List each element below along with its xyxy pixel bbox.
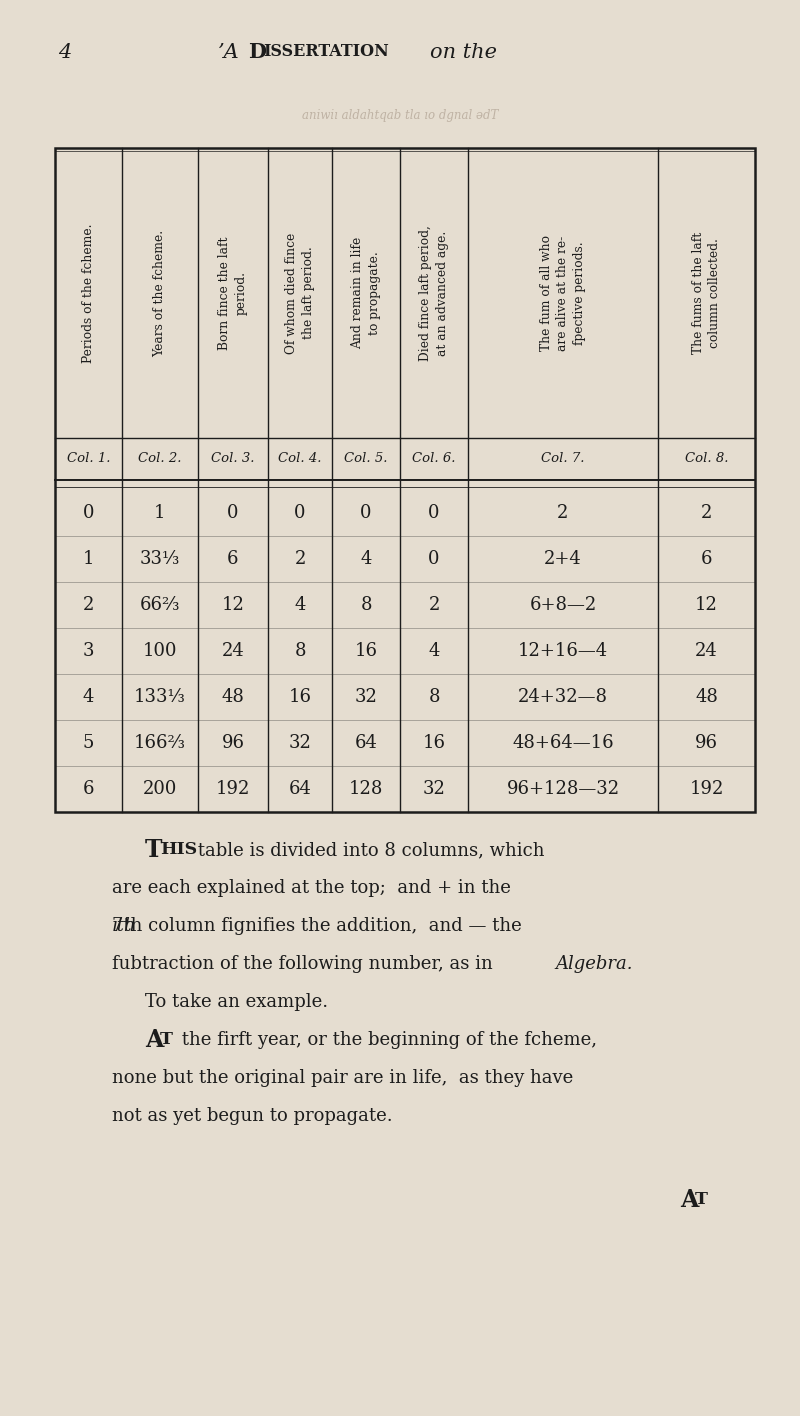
Text: 12+16—4: 12+16—4	[518, 641, 608, 660]
Text: 7th column fignifies the addition,  and — the: 7th column fignifies the addition, and —…	[112, 918, 522, 935]
Bar	[55, 149, 755, 811]
Text: 2: 2	[83, 596, 94, 615]
Text: Algebra.: Algebra.	[555, 954, 633, 973]
Text: 6+8—2: 6+8—2	[530, 596, 597, 615]
Text: Of whom died fince
the laft period.: Of whom died fince the laft period.	[285, 232, 315, 354]
Text: table is divided into 8 columns, which: table is divided into 8 columns, which	[192, 841, 545, 860]
Text: 8: 8	[360, 596, 372, 615]
Text: T: T	[695, 1191, 708, 1208]
Text: 96: 96	[222, 733, 245, 752]
Text: 64: 64	[354, 733, 378, 752]
Text: 4: 4	[83, 688, 94, 707]
Text: 2: 2	[701, 504, 712, 523]
Text: And remain in life
to propagate.: And remain in life to propagate.	[351, 236, 381, 350]
Text: A: A	[680, 1188, 698, 1212]
Text: 0: 0	[294, 504, 306, 523]
Text: 200: 200	[143, 780, 177, 799]
Text: 3: 3	[82, 641, 94, 660]
Text: To take an example.: To take an example.	[145, 993, 328, 1011]
Text: 24+32—8: 24+32—8	[518, 688, 608, 707]
Text: 6: 6	[227, 549, 238, 568]
Text: T: T	[145, 838, 162, 862]
Text: 16: 16	[422, 733, 446, 752]
Text: 4: 4	[360, 549, 372, 568]
Text: 64: 64	[289, 780, 311, 799]
Text: 8: 8	[428, 688, 440, 707]
Text: Col. 3.: Col. 3.	[211, 453, 254, 466]
Text: 2: 2	[558, 504, 569, 523]
Text: 0: 0	[428, 549, 440, 568]
Text: 0: 0	[227, 504, 238, 523]
Text: Col. 4.: Col. 4.	[278, 453, 322, 466]
Text: 1: 1	[82, 549, 94, 568]
Text: 32: 32	[289, 733, 311, 752]
Text: 2: 2	[428, 596, 440, 615]
Text: 2+4: 2+4	[544, 549, 582, 568]
Text: Periods of the fcheme.: Periods of the fcheme.	[82, 224, 95, 362]
Text: 128: 128	[349, 780, 383, 799]
Text: are each explained at the top;  and + in the: are each explained at the top; and + in …	[112, 879, 511, 896]
Text: 24: 24	[695, 641, 718, 660]
Text: 12: 12	[695, 596, 718, 615]
Text: A: A	[145, 1028, 163, 1052]
Text: aniwiı aldahtqab tla ıo dgnal ədT: aniwiı aldahtqab tla ıo dgnal ədT	[302, 109, 498, 122]
Text: ISSERTATION: ISSERTATION	[263, 44, 389, 61]
Text: 8: 8	[294, 641, 306, 660]
Text: 4: 4	[58, 42, 71, 61]
Text: 192: 192	[216, 780, 250, 799]
Text: 0: 0	[360, 504, 372, 523]
Text: the firft year, or the beginning of the fcheme,: the firft year, or the beginning of the …	[176, 1031, 597, 1049]
Text: 16: 16	[354, 641, 378, 660]
Text: 0: 0	[82, 504, 94, 523]
Text: 1: 1	[154, 504, 166, 523]
Text: on the: on the	[430, 42, 497, 61]
Text: ıth: ıth	[112, 918, 137, 935]
Text: The fum of all who
are alive at the re-
fpective periods.: The fum of all who are alive at the re- …	[539, 235, 586, 351]
Text: Col. 2.: Col. 2.	[138, 453, 182, 466]
Text: Years of the fcheme.: Years of the fcheme.	[154, 229, 166, 357]
Text: 6: 6	[701, 549, 712, 568]
Text: 48: 48	[222, 688, 245, 707]
Text: not as yet begun to propagate.: not as yet begun to propagate.	[112, 1107, 393, 1124]
Text: 32: 32	[422, 780, 446, 799]
Text: 4: 4	[428, 641, 440, 660]
Text: none but the original pair are in life,  as they have: none but the original pair are in life, …	[112, 1069, 574, 1087]
Text: 66²⁄₃: 66²⁄₃	[140, 596, 180, 615]
Text: The fums of the laft
column collected.: The fums of the laft column collected.	[691, 232, 722, 354]
Text: Col. 6.: Col. 6.	[412, 453, 456, 466]
Text: 2: 2	[294, 549, 306, 568]
Text: 6: 6	[82, 780, 94, 799]
Text: D: D	[248, 42, 266, 62]
Text: Col. 1.: Col. 1.	[66, 453, 110, 466]
Text: Born fince the laft
period.: Born fince the laft period.	[218, 236, 248, 350]
Text: 12: 12	[222, 596, 245, 615]
Text: Col. 7.: Col. 7.	[542, 453, 585, 466]
Text: Died fince laft period,
at an advanced age.: Died fince laft period, at an advanced a…	[419, 225, 449, 361]
Text: 24: 24	[222, 641, 244, 660]
Text: 48+64—16: 48+64—16	[512, 733, 614, 752]
Text: 48: 48	[695, 688, 718, 707]
Text: 0: 0	[428, 504, 440, 523]
Text: 166²⁄₃: 166²⁄₃	[134, 733, 186, 752]
Text: Col. 5.: Col. 5.	[344, 453, 388, 466]
Text: 32: 32	[354, 688, 378, 707]
Text: 33¹⁄₃: 33¹⁄₃	[140, 549, 180, 568]
Text: 4: 4	[294, 596, 306, 615]
Text: fubtraction of the following number, as in: fubtraction of the following number, as …	[112, 954, 498, 973]
Text: HIS: HIS	[160, 841, 197, 858]
Text: 192: 192	[690, 780, 724, 799]
Text: 96+128—32: 96+128—32	[506, 780, 619, 799]
Text: 96: 96	[695, 733, 718, 752]
Text: T: T	[160, 1031, 173, 1048]
Text: ’A: ’A	[218, 42, 240, 61]
Text: 5: 5	[83, 733, 94, 752]
Text: 133¹⁄₃: 133¹⁄₃	[134, 688, 186, 707]
Text: Col. 8.: Col. 8.	[685, 453, 728, 466]
Text: 100: 100	[142, 641, 178, 660]
Text: 16: 16	[289, 688, 311, 707]
